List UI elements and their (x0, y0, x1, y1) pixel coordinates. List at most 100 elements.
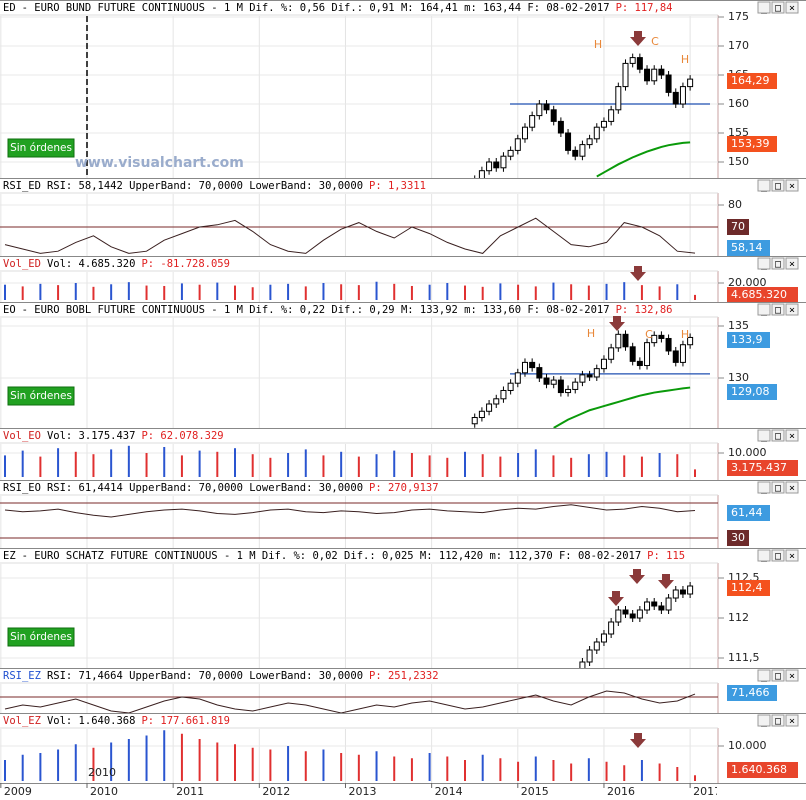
candle (672, 589, 679, 599)
window-button[interactable] (771, 549, 785, 562)
candle (565, 132, 572, 151)
candle (486, 161, 493, 172)
y-tick-label: 150 (728, 155, 749, 168)
header-p: P: 62.078.329 (141, 430, 223, 442)
window-button-icon: □ (775, 305, 781, 316)
window-button[interactable] (757, 481, 771, 494)
order-button[interactable] (7, 627, 75, 647)
window-button[interactable] (785, 1, 799, 14)
x-tick-label: 2010 (90, 785, 118, 798)
window-button[interactable] (785, 714, 799, 727)
order-button[interactable] (7, 138, 75, 158)
header-name: Vol_EO (3, 430, 41, 442)
y-tick-label: 10.000 (728, 446, 767, 459)
window-button[interactable] (757, 1, 771, 14)
candle (486, 403, 493, 412)
order-button[interactable] (7, 386, 75, 406)
window-button[interactable] (757, 549, 771, 562)
signal-arrow (658, 574, 674, 589)
header-p: P: 1,3311 (369, 180, 426, 192)
price-badge-label: 71,466 (731, 686, 770, 699)
candle (550, 379, 557, 385)
window-button[interactable] (771, 1, 785, 14)
window-button[interactable] (757, 714, 771, 727)
candle (507, 149, 514, 157)
window-button[interactable] (785, 179, 799, 192)
plot-area (0, 444, 718, 480)
window-button[interactable] (757, 257, 771, 270)
candle (572, 381, 579, 390)
window-button[interactable] (757, 303, 771, 316)
candle (586, 374, 593, 378)
plot-area (0, 272, 718, 302)
candle (672, 350, 679, 363)
rsi-line (4, 690, 696, 713)
window-button-icon: □ (775, 483, 781, 494)
window-button[interactable] (771, 303, 785, 316)
order-button-label[interactable]: Sin órdenes (10, 390, 72, 402)
candle (493, 398, 500, 405)
candle (529, 361, 536, 369)
price-badge (727, 240, 770, 256)
header-text: RSI: 58,1442 UpperBand: 70,0000 LowerBan… (47, 180, 363, 192)
candle (586, 138, 593, 146)
order-button-label[interactable]: Sin órdenes (10, 142, 72, 154)
window-button-icon: □ (775, 181, 781, 192)
window-button-icon: □ (775, 671, 781, 682)
window-button[interactable] (771, 714, 785, 727)
candle (529, 115, 536, 128)
window-button[interactable] (771, 481, 785, 494)
y-tick-label: 112 (728, 611, 749, 624)
candle (608, 347, 615, 360)
candle (600, 358, 607, 370)
window-button[interactable] (785, 429, 799, 442)
candle (593, 641, 600, 651)
candle (579, 144, 586, 157)
candle (679, 589, 686, 595)
window-button-icon: × (789, 551, 795, 562)
window-button[interactable] (785, 481, 799, 494)
candle (500, 389, 507, 400)
window-button[interactable] (757, 429, 771, 442)
header-text: - EURO SCHATZ FUTURE CONTINUOUS - 1 M Di… (22, 550, 642, 562)
candle (615, 86, 622, 111)
signal-arrow (629, 569, 645, 584)
window-button[interactable] (757, 179, 771, 192)
candle (658, 68, 665, 76)
candle (500, 155, 507, 169)
pattern-label: C (645, 328, 653, 341)
y-tick-label: 170 (728, 39, 749, 52)
candle (615, 609, 622, 623)
window-button[interactable] (785, 669, 799, 682)
candle (493, 161, 500, 169)
header-bar (0, 257, 806, 271)
window-button[interactable] (771, 669, 785, 682)
window-button[interactable] (771, 179, 785, 192)
price-badge-label: 1.640.368 (731, 763, 787, 776)
window-button[interactable] (771, 429, 785, 442)
window-button[interactable] (785, 549, 799, 562)
y-tick-label: 175 (728, 10, 749, 23)
window-button-icon: □ (775, 259, 781, 270)
header-name: RSI_ED (3, 180, 41, 192)
plot-area (0, 684, 718, 713)
inner-year-label: 2010 (88, 766, 116, 779)
header-text: Vol: 1.640.368 (47, 715, 136, 727)
window-button[interactable] (771, 257, 785, 270)
window-button[interactable] (785, 257, 799, 270)
window-button-icon: □ (775, 3, 781, 14)
header-name: RSI_EO (3, 482, 41, 494)
candle (478, 170, 485, 178)
y-tick-label: 130 (728, 371, 749, 384)
window-button[interactable] (785, 303, 799, 316)
x-tick-label: 2013 (348, 785, 376, 798)
order-button-label[interactable]: Sin órdenes (10, 631, 72, 643)
candle (644, 68, 651, 82)
window-button[interactable] (757, 669, 771, 682)
candle (557, 120, 564, 134)
signal-arrow (609, 316, 625, 331)
header-bar (0, 549, 806, 563)
moving-average (596, 141, 691, 178)
price-badge (727, 505, 770, 521)
signal-arrow (630, 733, 646, 748)
